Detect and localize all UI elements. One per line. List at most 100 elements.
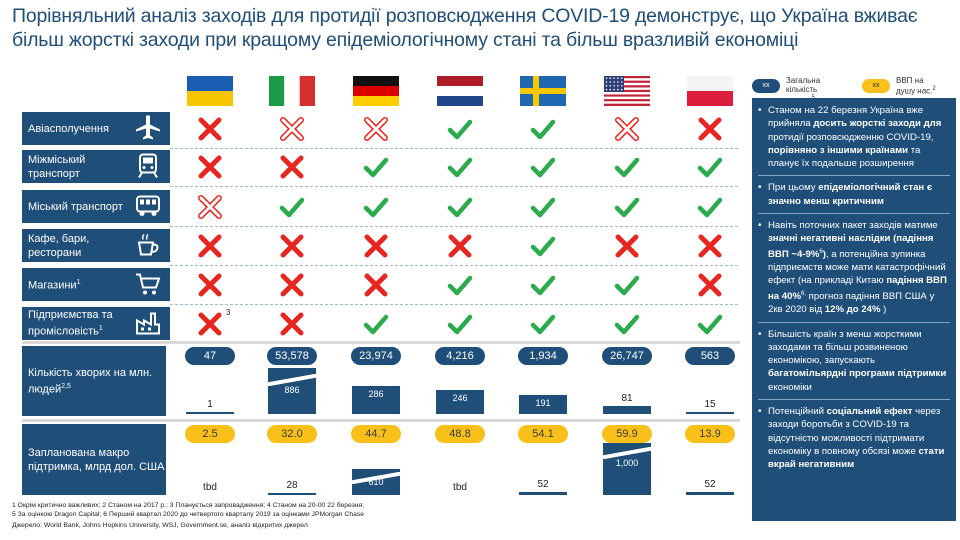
bar-value-label: 28: [286, 480, 298, 491]
poland-flag: [687, 76, 733, 106]
macro-support-bar: [686, 492, 734, 495]
row-divider: [170, 226, 738, 227]
gdp-per-capita-badge: 44.7: [351, 425, 401, 443]
gdp-per-capita-badge: 32.0: [267, 425, 317, 443]
title-line-1: Порівняльний аналіз заходів для протидії…: [12, 5, 918, 27]
cross-mark-icon: [363, 272, 389, 298]
check-mark-icon: [614, 311, 640, 337]
bar-value-label: 81: [621, 393, 633, 404]
footnote-marker: 3: [226, 308, 231, 317]
bus-icon: [134, 191, 162, 222]
measure-label-text: Міжміський транспорт: [28, 153, 86, 180]
section-separator: [22, 341, 740, 344]
cases-per-million-bar: 286: [352, 386, 400, 414]
check-mark-icon: [530, 116, 556, 142]
total-cases-badge: 4,216: [435, 347, 485, 365]
bar-value-label: 191: [535, 398, 551, 408]
divider: [758, 399, 950, 401]
cross-mark-icon: [697, 116, 723, 142]
check-mark-icon: [530, 194, 556, 220]
cross-mark-icon: [363, 233, 389, 259]
check-mark-icon: [363, 194, 389, 220]
title-line-2: більш жорсткі заходи при кращому епідемі…: [12, 29, 799, 51]
measure-label: Авіасполучення: [22, 112, 170, 145]
planned-cross-icon: [363, 116, 389, 142]
check-mark-icon: [614, 272, 640, 298]
measure-label-text: Підприємства та промісловість1: [28, 309, 113, 338]
train-icon: [134, 151, 162, 182]
divider: [758, 175, 950, 177]
page-title: Порівняльний аналіз заходів для протидії…: [12, 4, 952, 52]
germany-flag: [353, 76, 399, 106]
measure-label-text: Міський транспорт: [28, 200, 123, 213]
row-divider: [170, 186, 738, 187]
row-divider: [170, 304, 738, 305]
italy-flag: [269, 76, 315, 106]
check-mark-icon: [614, 194, 640, 220]
bar-value-label: 886: [284, 385, 300, 395]
total-cases-badge: 1,934: [518, 347, 568, 365]
bar-value-label: 610: [368, 477, 384, 487]
total-cases-badge: 47: [185, 347, 235, 365]
gdp-per-capita-badge: 48.8: [435, 425, 485, 443]
cross-mark-icon: [697, 233, 723, 259]
summary-bullet: • Навіть поточних пакет заходів матиме зн…: [758, 220, 947, 316]
cases-per-million-bar: [686, 412, 734, 414]
bar-value-label: tbd: [203, 482, 217, 493]
measure-label-text: Кафе, бари, ресторани: [28, 232, 90, 259]
divider: [758, 213, 950, 215]
check-mark-icon: [447, 154, 473, 180]
check-mark-icon: [363, 154, 389, 180]
bar-value-label: 15: [704, 399, 716, 410]
bar-value-label: tbd: [453, 482, 467, 493]
check-mark-icon: [447, 116, 473, 142]
check-mark-icon: [363, 311, 389, 337]
measure-label: Міський транспорт: [22, 190, 170, 223]
cases-per-million-bar: [603, 406, 651, 414]
section-separator: [22, 419, 740, 422]
cases-per-million-bar: 886: [264, 368, 320, 414]
measure-label: Підприємства та промісловість1: [22, 307, 170, 340]
usa-flag: [604, 76, 650, 106]
footnote-source: Джерело: World Bank, Johns Hopkins Unive…: [12, 522, 308, 529]
macro-support-bar: [519, 492, 567, 495]
row-divider: [170, 265, 738, 266]
check-mark-icon: [447, 311, 473, 337]
measure-label-text: Авіасполучення: [28, 122, 109, 135]
check-mark-icon: [530, 311, 556, 337]
bar-value-label: 246: [452, 393, 468, 403]
sweden-flag: [520, 76, 566, 106]
bar-value-label: 1: [207, 399, 213, 410]
measure-label-text: Магазини1: [28, 279, 81, 292]
cases-per-million-bar: 246: [436, 390, 484, 414]
cross-mark-icon: [197, 233, 223, 259]
cross-mark-icon: [279, 154, 305, 180]
cross-mark-icon: [197, 154, 223, 180]
summary-bullet: • При цьому епідеміологічний стан є значн…: [758, 182, 933, 207]
total-cases-badge: 23,974: [351, 347, 401, 365]
legend-cases-pill: xx: [752, 79, 780, 93]
total-cases-badge: 563: [685, 347, 735, 365]
check-mark-icon: [530, 272, 556, 298]
cross-mark-icon: [447, 233, 473, 259]
summary-bullet: • Більшість країн з менш жорсткими захода…: [758, 328, 947, 393]
footnote-line-1: 1 Окрім критично важливих; 2 Станом на 2…: [12, 502, 365, 509]
footnote-line-2: 5 За оцінкою Dragon Capital; 6 Перший кв…: [12, 511, 365, 518]
cross-mark-icon: [197, 272, 223, 298]
planned-cross-icon: [614, 116, 640, 142]
total-cases-badge: 26,747: [602, 347, 652, 365]
measure-label: Кафе, бари, ресторани: [22, 229, 170, 262]
cross-mark-icon: [279, 272, 305, 298]
check-mark-icon: [447, 194, 473, 220]
legend-gdp-pill: xx: [862, 79, 890, 93]
total-cases-badge: 53,578: [267, 347, 317, 365]
support-section-label: Запланована макро підтримка, млрд дол. С…: [22, 424, 166, 495]
planned-cross-icon: [197, 194, 223, 220]
measure-label: Магазини1: [22, 268, 170, 301]
coffee-cup-icon: [134, 230, 162, 261]
cases-section-label: Кількість хворих на млн. людей2,5: [22, 346, 166, 416]
check-mark-icon: [447, 272, 473, 298]
summary-bullet: • Потенційний соціальний ефект через захо…: [758, 406, 945, 471]
cross-mark-icon: [614, 233, 640, 259]
cases-per-million-bar: [186, 412, 234, 414]
